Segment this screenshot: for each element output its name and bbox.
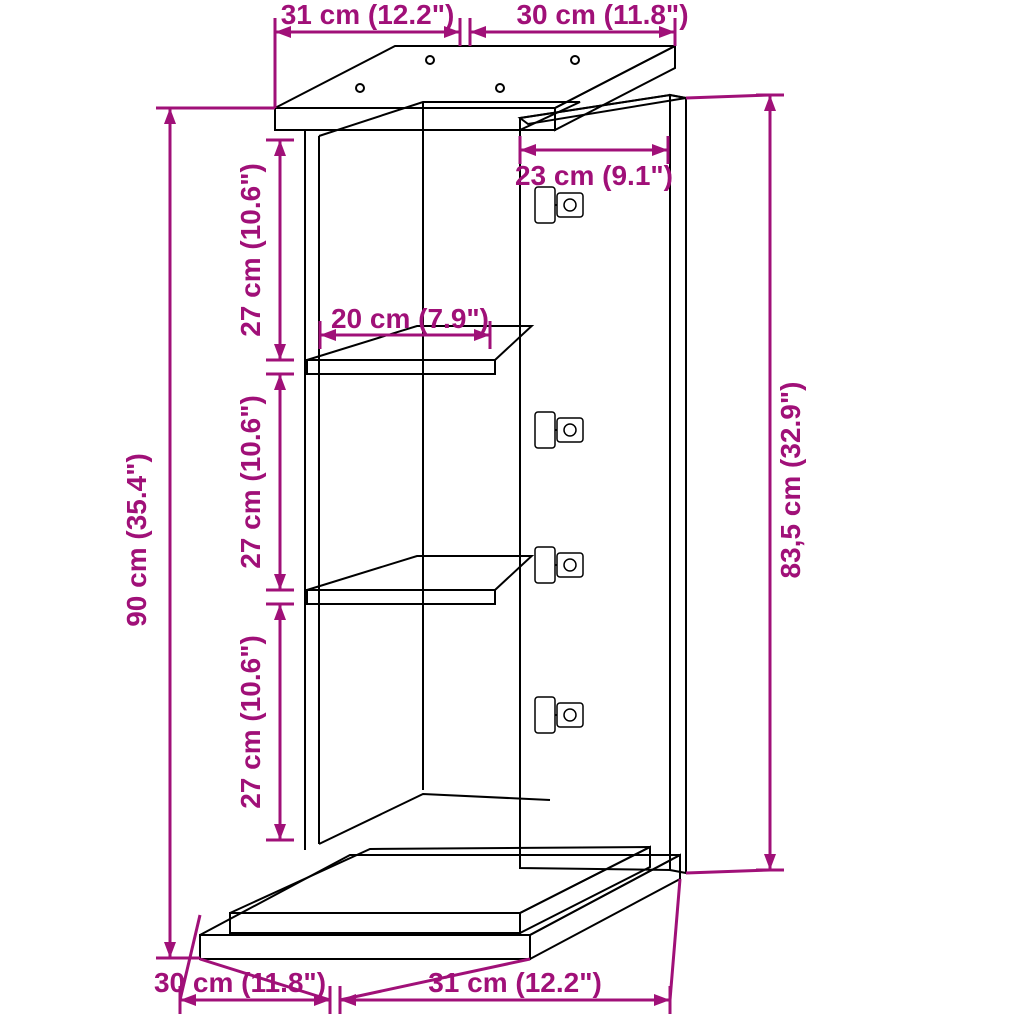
dim-label: 27 cm (10.6") <box>235 163 266 337</box>
dim-label: 27 cm (10.6") <box>235 395 266 569</box>
dim-label: 90 cm (35.4") <box>121 453 152 627</box>
door-hinges <box>535 187 583 733</box>
dim-label: 31 cm (12.2") <box>281 0 455 30</box>
dim-label: 83,5 cm (32.9") <box>775 382 806 579</box>
dim-label: 23 cm (9.1") <box>515 160 673 191</box>
cabinet-dimension-diagram: 31 cm (12.2") 30 cm (11.8") 23 cm (9.1") 20… <box>0 0 1024 1024</box>
dim-label: 31 cm (12.2") <box>428 967 602 998</box>
dimension-annotations: 31 cm (12.2") 30 cm (11.8") 23 cm (9.1") 20… <box>121 0 806 1014</box>
dim-label: 30 cm (11.8") <box>516 0 688 30</box>
dim-label: 20 cm (7.9") <box>331 303 489 334</box>
dim-label: 27 cm (10.6") <box>235 635 266 809</box>
